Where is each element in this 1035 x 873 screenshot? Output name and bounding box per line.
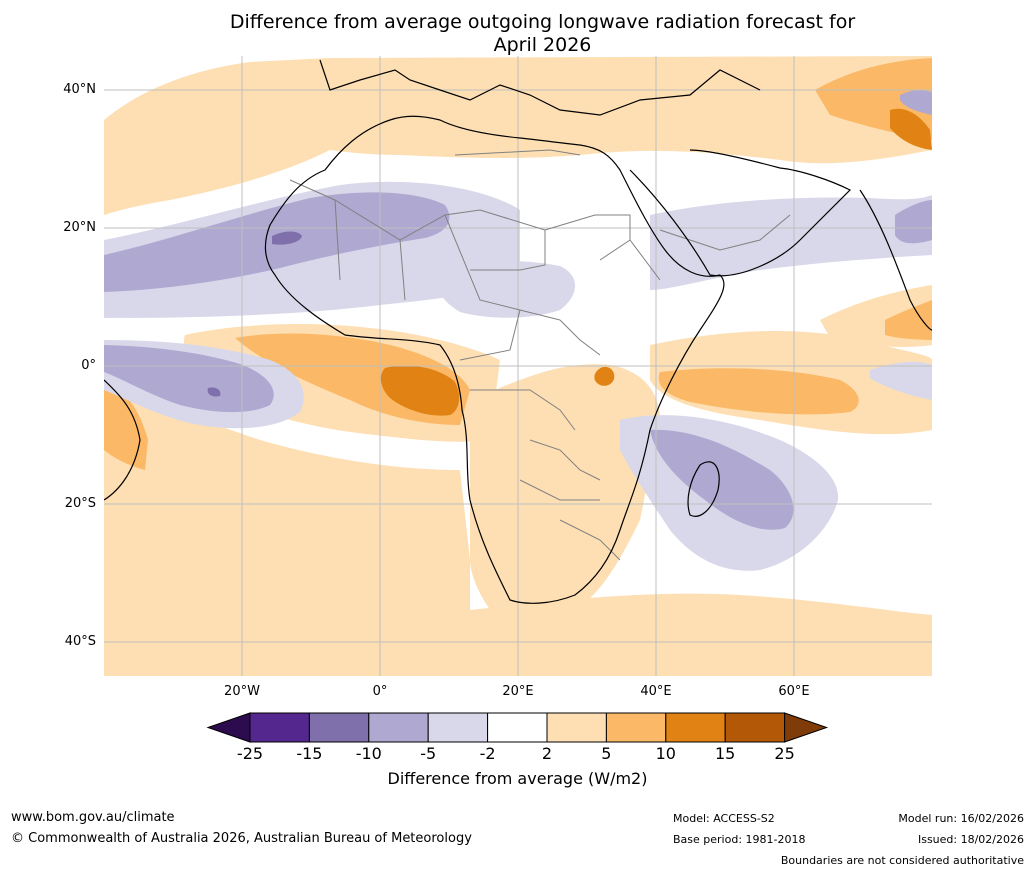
- colorbar-tick-label: 25: [774, 744, 795, 763]
- colorbar-tick-label: 10: [655, 744, 676, 763]
- lat-label-40n: 40°N: [63, 82, 96, 97]
- colorbar-tick-label: -2: [479, 744, 496, 763]
- colorbar-label: Difference from average (W/m2): [387, 769, 648, 788]
- anomaly-negative-eastern-indian-ocean: [870, 361, 932, 400]
- lat-label-20n: 20°N: [63, 220, 96, 235]
- colorbar-tick-label: -10: [355, 744, 382, 763]
- india-coastline: [859, 189, 932, 331]
- anomaly-moderate-negative-iran: [900, 90, 932, 115]
- lon-label-0: 0°: [372, 684, 388, 699]
- anomaly-strong-negative-atlantic: [207, 387, 221, 397]
- lat-label-20s: 20°S: [64, 496, 96, 511]
- lon-label-20e: 20°E: [502, 684, 534, 699]
- europe-coastline: [319, 59, 761, 116]
- anomaly-moderate-positive-arabian-sea: [885, 300, 932, 340]
- anomaly-strong-positive-iran: [890, 108, 932, 150]
- colorbar-tick-label: 2: [541, 744, 553, 763]
- footer-disclaimer: Boundaries are not considered authoritat…: [780, 854, 1024, 867]
- footer-issued: Issued: 18/02/2026: [917, 833, 1024, 846]
- colorbar-tick-label: -25: [236, 744, 264, 763]
- footer-model: Model: ACCESS-S2: [673, 812, 775, 825]
- colorbar-tick-label: 5: [601, 744, 612, 763]
- lat-label-0: 0°: [81, 358, 96, 373]
- footer-model-run: Model run: 16/02/2026: [898, 812, 1024, 825]
- anomaly-moderate-positive-angola-coast: [104, 378, 148, 470]
- anomaly-moderate-negative-arabian-sea: [895, 200, 932, 244]
- colorbar-tick-label: -5: [420, 744, 437, 763]
- anomaly-positive-mediterranean: [330, 56, 932, 164]
- colorbar-tick-label: 15: [715, 744, 736, 763]
- madagascar-coastline: [687, 461, 720, 517]
- footer-base-period: Base period: 1981-2018: [673, 833, 806, 846]
- anomaly-moderate-positive-indian-ocean: [658, 368, 859, 415]
- anomaly-strong-negative-senegal: [272, 231, 302, 245]
- country-boundaries: [289, 149, 791, 561]
- anomaly-strong-positive-lake-victoria: [594, 366, 615, 386]
- anomaly-positive-north-atlantic: [104, 58, 330, 215]
- anomaly-negative-sahel-east: [436, 261, 575, 318]
- anomaly-negative-arabia: [650, 195, 932, 290]
- lat-label-40s: 40°S: [64, 634, 96, 649]
- anomaly-strong-positive-gulf-guinea: [380, 365, 460, 416]
- lon-label-20w: 20°W: [224, 684, 260, 699]
- colorbar-tick-label: -15: [296, 744, 323, 763]
- footer-url[interactable]: www.bom.gov.au/climate: [11, 810, 175, 825]
- africa-coastline: [264, 115, 725, 604]
- arabian-peninsula-coastline: [629, 149, 852, 277]
- anomaly-positive-south-atlantic: [104, 385, 470, 676]
- anomaly-positive-southern-ocean: [470, 593, 932, 676]
- chart-title-line-1: Difference from average outgoing longwav…: [229, 11, 856, 33]
- lon-label-40e: 40°E: [640, 684, 672, 699]
- lon-label-60e: 60°E: [778, 684, 810, 699]
- footer-copyright: © Commonwealth of Australia 2026, Austra…: [11, 831, 472, 846]
- anomaly-moderate-negative-mozambique: [650, 429, 794, 530]
- south-america-coastline: [104, 379, 141, 501]
- chart-title-line-2: April 2026: [493, 34, 592, 56]
- anomaly-moderate-negative-equatorial-atlantic: [104, 345, 274, 413]
